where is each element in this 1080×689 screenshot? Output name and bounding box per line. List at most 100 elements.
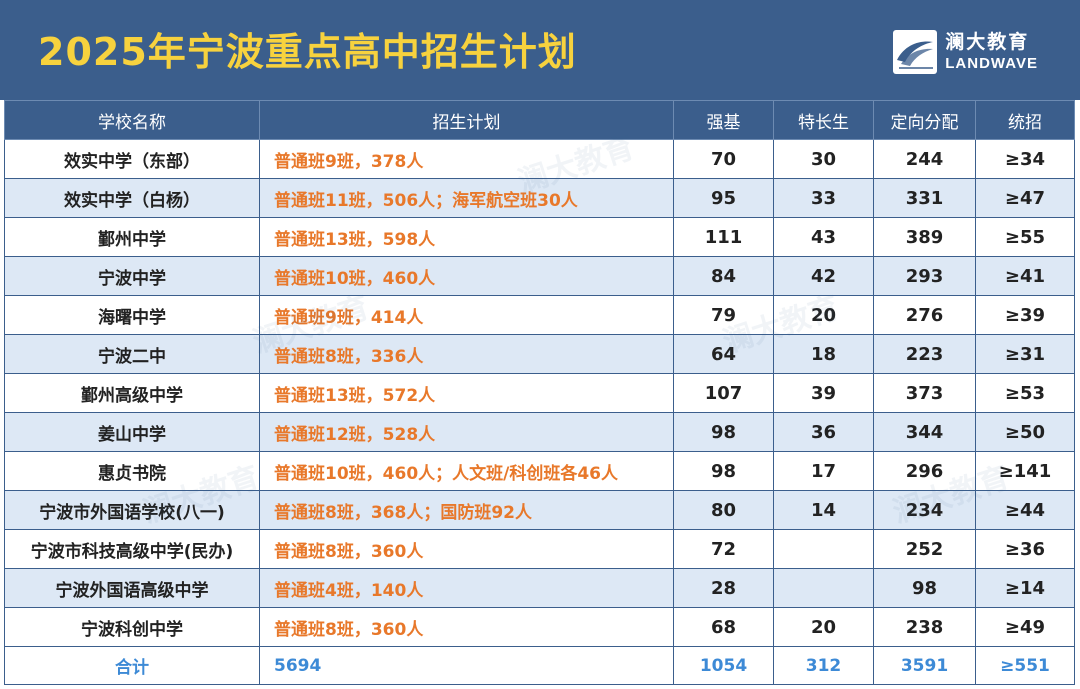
dingxiang-cell: 98 bbox=[873, 568, 976, 608]
table-row: 惠贞书院 普通班10班，460人；人文班/科创班各46人 98 17 296 ≥141 bbox=[4, 451, 1075, 491]
dingxiang-cell: 344 bbox=[873, 412, 976, 452]
techang-cell: 30 bbox=[773, 139, 874, 179]
dingxiang-cell: 238 bbox=[873, 607, 976, 647]
qiangji-cell: 111 bbox=[673, 217, 774, 257]
plan-cell: 普通班11班，506人；海军航空班30人 bbox=[259, 178, 674, 218]
techang-cell: 36 bbox=[773, 412, 874, 452]
school-name-cell: 宁波市外国语学校(八一) bbox=[4, 490, 260, 530]
tongzhao-cell: ≥44 bbox=[975, 490, 1075, 530]
plan-cell: 普通班9班，378人 bbox=[259, 139, 674, 179]
total-dingxiang-cell: 3591 bbox=[873, 646, 976, 685]
total-row: 合计 5694 1054 312 3591 ≥551 bbox=[4, 646, 1075, 685]
school-name-cell: 惠贞书院 bbox=[4, 451, 260, 491]
plan-cell: 普通班8班，368人；国防班92人 bbox=[259, 490, 674, 530]
qiangji-cell: 70 bbox=[673, 139, 774, 179]
techang-cell: 20 bbox=[773, 295, 874, 335]
plan-cell: 普通班4班，140人 bbox=[259, 568, 674, 608]
tongzhao-cell: ≥49 bbox=[975, 607, 1075, 647]
techang-cell: 39 bbox=[773, 373, 874, 413]
tongzhao-cell: ≥141 bbox=[975, 451, 1075, 491]
column-school-header: 学校名称 bbox=[4, 100, 260, 140]
page-title: 2025年宁波重点高中招生计划 bbox=[38, 30, 577, 74]
techang-cell: 20 bbox=[773, 607, 874, 647]
column-dingxiang-header: 定向分配 bbox=[873, 100, 976, 140]
qiangji-cell: 98 bbox=[673, 412, 774, 452]
plan-cell: 普通班8班，360人 bbox=[259, 607, 674, 647]
techang-cell: 17 bbox=[773, 451, 874, 491]
table-row: 鄞州中学 普通班13班，598人 111 43 389 ≥55 bbox=[4, 217, 1075, 257]
table-row: 宁波市科技高级中学(民办) 普通班8班，360人 72 252 ≥36 bbox=[4, 529, 1075, 569]
school-name-cell: 鄞州高级中学 bbox=[4, 373, 260, 413]
plan-cell: 普通班10班，460人；人文班/科创班各46人 bbox=[259, 451, 674, 491]
brand-logo: 澜大教育 LANDWAVE bbox=[893, 30, 1038, 74]
school-name-cell: 宁波外国语高级中学 bbox=[4, 568, 260, 608]
tongzhao-cell: ≥53 bbox=[975, 373, 1075, 413]
column-plan-header: 招生计划 bbox=[259, 100, 674, 140]
plan-cell: 普通班13班，572人 bbox=[259, 373, 674, 413]
techang-cell: 14 bbox=[773, 490, 874, 530]
page-header: 2025年宁波重点高中招生计划 澜大教育 LANDWAVE bbox=[0, 0, 1080, 100]
tongzhao-cell: ≥31 bbox=[975, 334, 1075, 374]
school-name-cell: 宁波科创中学 bbox=[4, 607, 260, 647]
table-row: 鄞州高级中学 普通班13班，572人 107 39 373 ≥53 bbox=[4, 373, 1075, 413]
plan-cell: 普通班8班，360人 bbox=[259, 529, 674, 569]
school-name-cell: 宁波中学 bbox=[4, 256, 260, 296]
logo-chinese-name: 澜大教育 bbox=[945, 31, 1030, 53]
school-name-cell: 宁波市科技高级中学(民办) bbox=[4, 529, 260, 569]
table-row: 宁波科创中学 普通班8班，360人 68 20 238 ≥49 bbox=[4, 607, 1075, 647]
dingxiang-cell: 373 bbox=[873, 373, 976, 413]
dingxiang-cell: 244 bbox=[873, 139, 976, 179]
column-tongzhao-header: 统招 bbox=[975, 100, 1075, 140]
dingxiang-cell: 293 bbox=[873, 256, 976, 296]
total-techang-cell: 312 bbox=[773, 646, 874, 685]
tongzhao-cell: ≥14 bbox=[975, 568, 1075, 608]
tongzhao-cell: ≥34 bbox=[975, 139, 1075, 179]
dingxiang-cell: 276 bbox=[873, 295, 976, 335]
enrollment-plan-table: 学校名称 招生计划 强基 特长生 定向分配 统招 效实中学（东部） 普通班9班，378人 70… bbox=[4, 100, 1075, 685]
table-row: 宁波市外国语学校(八一) 普通班8班，368人；国防班92人 80 14 234 ≥44 bbox=[4, 490, 1075, 530]
tongzhao-cell: ≥36 bbox=[975, 529, 1075, 569]
qiangji-cell: 98 bbox=[673, 451, 774, 491]
total-tongzhao-cell: ≥551 bbox=[975, 646, 1075, 685]
dingxiang-cell: 234 bbox=[873, 490, 976, 530]
tongzhao-cell: ≥50 bbox=[975, 412, 1075, 452]
tongzhao-cell: ≥41 bbox=[975, 256, 1075, 296]
logo-english-name: LANDWAVE bbox=[945, 55, 1038, 72]
column-qiangji-header: 强基 bbox=[673, 100, 774, 140]
tongzhao-cell: ≥47 bbox=[975, 178, 1075, 218]
plan-cell: 普通班9班，414人 bbox=[259, 295, 674, 335]
qiangji-cell: 80 bbox=[673, 490, 774, 530]
techang-cell: 43 bbox=[773, 217, 874, 257]
plan-cell: 普通班12班，528人 bbox=[259, 412, 674, 452]
dingxiang-cell: 331 bbox=[873, 178, 976, 218]
table-row: 宁波中学 普通班10班，460人 84 42 293 ≥41 bbox=[4, 256, 1075, 296]
table-header-row: 学校名称 招生计划 强基 特长生 定向分配 统招 bbox=[4, 100, 1075, 140]
table-row: 效实中学（东部） 普通班9班，378人 70 30 244 ≥34 bbox=[4, 139, 1075, 179]
dingxiang-cell: 223 bbox=[873, 334, 976, 374]
school-name-cell: 效实中学（东部） bbox=[4, 139, 260, 179]
plan-cell: 普通班13班，598人 bbox=[259, 217, 674, 257]
techang-cell bbox=[773, 568, 874, 608]
techang-cell: 33 bbox=[773, 178, 874, 218]
dingxiang-cell: 252 bbox=[873, 529, 976, 569]
qiangji-cell: 107 bbox=[673, 373, 774, 413]
landwave-wave-logo-icon bbox=[893, 30, 938, 74]
school-name-cell: 效实中学（白杨） bbox=[4, 178, 260, 218]
table-row: 宁波二中 普通班8班，336人 64 18 223 ≥31 bbox=[4, 334, 1075, 374]
total-plan-cell: 5694 bbox=[259, 646, 674, 685]
school-name-cell: 宁波二中 bbox=[4, 334, 260, 374]
tongzhao-cell: ≥39 bbox=[975, 295, 1075, 335]
qiangji-cell: 95 bbox=[673, 178, 774, 218]
plan-cell: 普通班10班，460人 bbox=[259, 256, 674, 296]
qiangji-cell: 84 bbox=[673, 256, 774, 296]
qiangji-cell: 72 bbox=[673, 529, 774, 569]
table-row: 海曙中学 普通班9班，414人 79 20 276 ≥39 bbox=[4, 295, 1075, 335]
table-row: 宁波外国语高级中学 普通班4班，140人 28 98 ≥14 bbox=[4, 568, 1075, 608]
table-row: 姜山中学 普通班12班，528人 98 36 344 ≥50 bbox=[4, 412, 1075, 452]
plan-cell: 普通班8班，336人 bbox=[259, 334, 674, 374]
techang-cell: 42 bbox=[773, 256, 874, 296]
qiangji-cell: 28 bbox=[673, 568, 774, 608]
total-qiangji-cell: 1054 bbox=[673, 646, 774, 685]
qiangji-cell: 68 bbox=[673, 607, 774, 647]
school-name-cell: 鄞州中学 bbox=[4, 217, 260, 257]
